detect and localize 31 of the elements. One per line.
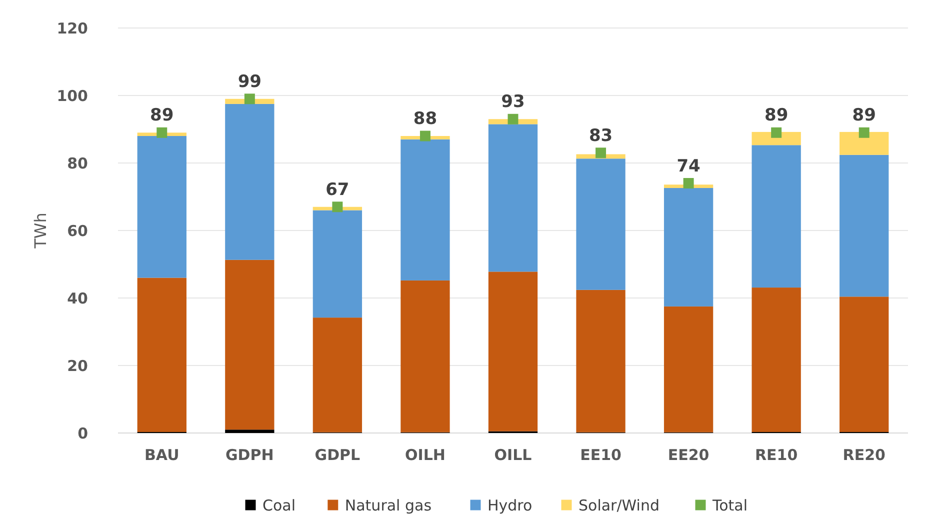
x-tick-label: OILH	[404, 446, 446, 464]
x-tick-label: EE20	[668, 446, 710, 464]
x-tick-label: GDPL	[314, 446, 361, 464]
legend-label: Natural gas	[344, 496, 432, 514]
data-label: 89	[852, 106, 876, 126]
y-tick-label: 100	[56, 86, 88, 105]
y-tick-label: 80	[67, 154, 88, 172]
data-label: 88	[413, 109, 438, 129]
y-tick-label: 40	[67, 289, 88, 308]
legend-label: Coal	[262, 496, 296, 514]
legend-label: Hydro	[488, 496, 532, 514]
y-tick-label: 120	[56, 19, 88, 38]
data-label: 99	[238, 72, 262, 92]
data-label: 89	[150, 106, 174, 126]
data-label: 67	[326, 180, 350, 200]
x-tick-label: BAU	[144, 446, 180, 464]
y-tick-label: 20	[67, 356, 88, 375]
data-label: 74	[676, 156, 701, 176]
y-tick-label: 0	[78, 424, 88, 442]
x-tick-label: EE10	[580, 446, 622, 464]
x-tick-label: GDPH	[226, 446, 274, 464]
y-axis-title: TWh	[31, 212, 50, 250]
data-label: 83	[588, 126, 613, 146]
data-label: 89	[764, 106, 788, 126]
x-tick-label: OILL	[494, 446, 532, 464]
legend-label: Solar/Wind	[578, 496, 660, 514]
data-label: 93	[501, 92, 525, 112]
x-tick-label: RE10	[754, 446, 798, 464]
y-tick-label: 60	[67, 222, 88, 240]
legend-label: Total	[712, 496, 748, 514]
x-tick-label: RE20	[842, 446, 886, 464]
